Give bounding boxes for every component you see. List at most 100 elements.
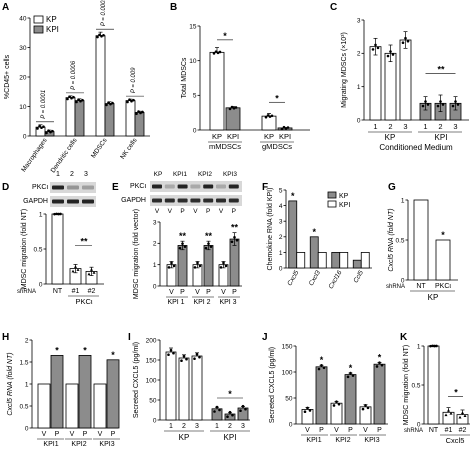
group-label: KPI3 bbox=[364, 437, 379, 444]
data-point bbox=[209, 245, 213, 248]
y-tick-label: 2 bbox=[25, 337, 29, 344]
data-point bbox=[96, 35, 99, 39]
data-point bbox=[105, 103, 108, 107]
data-point bbox=[232, 106, 236, 110]
data-point bbox=[421, 104, 425, 108]
bar bbox=[178, 357, 190, 421]
panel-letter: K bbox=[400, 332, 408, 343]
bar bbox=[360, 251, 370, 269]
blot-band bbox=[216, 198, 226, 203]
significance-marker: * bbox=[312, 227, 316, 237]
bar bbox=[261, 115, 277, 131]
bar bbox=[191, 355, 203, 421]
data-point bbox=[426, 103, 430, 106]
panel-letter: F bbox=[262, 182, 268, 193]
data-point bbox=[135, 112, 138, 116]
group-label: KPI 3 bbox=[219, 299, 236, 306]
x-tick-label: 1 bbox=[423, 122, 427, 131]
x-tick-label: KPI bbox=[279, 132, 291, 141]
y-axis-label: Cxcl5 RNA (fold NT) bbox=[388, 208, 395, 271]
y-axis-label: %CD45+ cells bbox=[4, 54, 11, 99]
data-point bbox=[90, 268, 93, 271]
panel-letter: C bbox=[330, 2, 337, 13]
data-point bbox=[266, 114, 270, 117]
significance-marker: * bbox=[223, 31, 227, 41]
data-point bbox=[40, 126, 43, 130]
data-point bbox=[380, 363, 384, 367]
data-point bbox=[183, 245, 187, 248]
legend-swatch bbox=[327, 191, 337, 199]
data-point bbox=[431, 344, 434, 348]
y-tick-label: 50 bbox=[285, 395, 293, 402]
y-tick-label: 1 bbox=[25, 381, 29, 388]
data-point bbox=[226, 415, 229, 419]
data-point bbox=[51, 129, 54, 133]
blot-band bbox=[164, 184, 175, 189]
blot-lane-label: 2 bbox=[70, 171, 74, 178]
x-tick-label: 1 bbox=[373, 122, 377, 131]
x-tick-label: #2 bbox=[88, 288, 96, 295]
panel-b: 0 5 10 15 Total MDSCs KP KPI KP KPI * * mMDSCs gMDSC… bbox=[181, 23, 310, 151]
x-tick-label: Dendritic cells bbox=[50, 137, 79, 175]
x-tick-label: 3 bbox=[403, 122, 407, 131]
data-point bbox=[100, 35, 103, 38]
significance-marker: * bbox=[441, 230, 445, 240]
group-label: KPI1 bbox=[306, 437, 321, 444]
data-point bbox=[337, 402, 341, 406]
y-tick-label: 0 bbox=[357, 117, 361, 124]
data-point bbox=[234, 106, 238, 109]
y-tick-label: 0 bbox=[153, 283, 157, 290]
data-point bbox=[195, 352, 199, 356]
blot-row-label: PKCι bbox=[32, 184, 48, 191]
group-label: mMDSCs bbox=[209, 142, 241, 151]
legend-label: KP bbox=[339, 193, 349, 200]
bar bbox=[104, 103, 115, 137]
x-tick-label: 3 bbox=[241, 423, 245, 430]
data-point bbox=[53, 212, 56, 216]
panel-f: 0 1 2 3 4 5 Chemokine RNA (fold KPI) Cxcl5 Cxcl3… bbox=[267, 187, 372, 290]
data-point bbox=[444, 413, 448, 417]
blot-lane-label: P bbox=[180, 208, 184, 215]
y-axis-label: MDSC migration (fold NT) bbox=[21, 209, 28, 290]
data-point bbox=[216, 51, 220, 55]
data-point bbox=[378, 361, 381, 365]
data-point bbox=[172, 264, 176, 268]
bar bbox=[301, 409, 314, 425]
blot-lane-label: V bbox=[168, 208, 173, 215]
bar bbox=[65, 97, 76, 137]
y-tick-label: 150 bbox=[146, 357, 157, 364]
data-point bbox=[198, 355, 201, 359]
x-tick-label: PKCι bbox=[435, 283, 451, 290]
data-point bbox=[346, 375, 350, 379]
panel-letter: A bbox=[2, 2, 9, 13]
panel-g: 0 0.5 1 Cxcl5 RNA (fold NT) NT PKCι shRNA KP * bbox=[386, 197, 458, 302]
group-label: KPI2 bbox=[71, 441, 86, 448]
y-tick-label: 0.5 bbox=[19, 403, 28, 410]
data-point bbox=[374, 43, 377, 47]
data-point bbox=[322, 366, 326, 370]
bar bbox=[315, 366, 328, 425]
data-point bbox=[75, 100, 78, 104]
x-tick-label: 2 bbox=[182, 423, 186, 430]
data-point bbox=[92, 271, 96, 274]
y-tick-label: 0 bbox=[401, 277, 405, 284]
data-point bbox=[463, 414, 467, 417]
data-point bbox=[218, 408, 221, 412]
blot-lane-label: 1 bbox=[56, 171, 60, 178]
blot-band bbox=[228, 198, 239, 203]
x-tick-label: 2 bbox=[438, 122, 442, 131]
y-tick-label: 100 bbox=[282, 369, 293, 376]
x-tick-label: MDSCs bbox=[90, 137, 109, 160]
data-point bbox=[193, 357, 196, 361]
blot-band bbox=[82, 199, 94, 204]
blot-band bbox=[152, 198, 162, 203]
significance-marker: ** bbox=[205, 231, 213, 241]
p-value: P = 0.0006 bbox=[71, 60, 77, 90]
data-point bbox=[270, 114, 274, 118]
bar bbox=[456, 414, 469, 425]
data-point bbox=[308, 409, 312, 412]
data-point bbox=[361, 407, 365, 411]
legend-swatch bbox=[33, 25, 44, 34]
data-point bbox=[169, 348, 173, 352]
data-point bbox=[204, 246, 208, 250]
